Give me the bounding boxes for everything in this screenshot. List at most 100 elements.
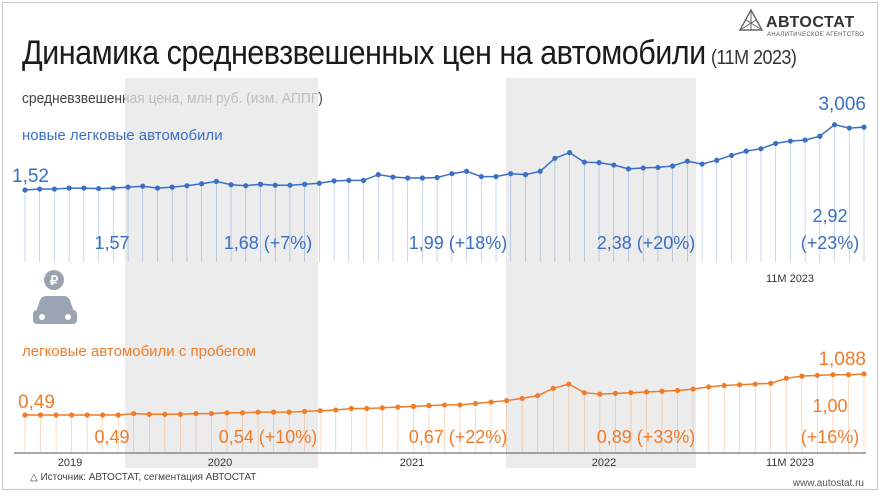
x-tick-label: 2019 bbox=[58, 457, 82, 469]
new-cars-point bbox=[331, 178, 337, 184]
new-cars-annual-change: (+23%) bbox=[801, 233, 860, 253]
new-cars-point bbox=[478, 173, 484, 180]
used-cars-point bbox=[364, 405, 370, 412]
used-cars-point bbox=[177, 411, 183, 417]
used-cars-end-label: 1,088 bbox=[818, 349, 866, 370]
used-cars-point bbox=[410, 403, 417, 409]
new-cars-point bbox=[419, 175, 426, 181]
used-cars-point bbox=[224, 410, 230, 416]
used-cars-point bbox=[37, 412, 44, 418]
site-url: www.autostat.ru bbox=[792, 478, 864, 489]
used-cars-point bbox=[255, 409, 261, 415]
used-cars-point bbox=[22, 412, 28, 418]
new-cars-line bbox=[24, 123, 865, 191]
used-cars-point bbox=[100, 412, 106, 418]
used-cars-point bbox=[441, 402, 448, 408]
new-cars-point bbox=[287, 182, 293, 188]
used-cars-point bbox=[519, 395, 525, 402]
used-cars-annual-label: 0,54 (+10%) bbox=[219, 427, 318, 447]
x-tick-label: 2022 bbox=[592, 457, 616, 469]
used-cars-point bbox=[861, 371, 867, 377]
used-cars-point bbox=[737, 382, 743, 388]
used-cars-point bbox=[302, 408, 308, 414]
new-cars-annual-label: 2,38 (+20%) bbox=[597, 233, 696, 253]
used-cars-point bbox=[706, 384, 712, 390]
used-cars-point bbox=[193, 410, 199, 417]
new-cars-point bbox=[125, 184, 131, 190]
used-cars-annual-change: (+16%) bbox=[801, 427, 860, 447]
new-cars-point bbox=[831, 122, 838, 128]
new-cars-point bbox=[66, 185, 72, 191]
new-cars-point bbox=[493, 173, 499, 180]
new-cars-point bbox=[81, 185, 87, 191]
new-cars-point bbox=[37, 186, 43, 192]
used-cars-point bbox=[612, 390, 619, 396]
new-cars-point bbox=[405, 175, 411, 181]
new-cars-point bbox=[699, 161, 705, 167]
new-cars-point bbox=[346, 177, 352, 183]
used-cars-point bbox=[643, 389, 650, 395]
used-cars-point bbox=[783, 375, 789, 381]
used-cars-annual-value: 1,00 bbox=[812, 396, 847, 416]
used-cars-point bbox=[752, 381, 758, 387]
used-cars-point bbox=[84, 412, 90, 418]
used-cars-point bbox=[208, 410, 215, 417]
used-cars-point bbox=[721, 382, 727, 389]
new-cars-start-label: 1,52 bbox=[12, 166, 49, 187]
new-cars-point bbox=[758, 146, 764, 152]
new-cars-point bbox=[670, 163, 676, 169]
new-cars-point bbox=[567, 149, 573, 156]
used-cars-point bbox=[270, 409, 277, 415]
new-cars-point bbox=[625, 166, 632, 172]
used-cars-annual-label: 0,67 (+22%) bbox=[409, 427, 508, 447]
used-cars-point bbox=[131, 410, 137, 417]
used-cars-point bbox=[457, 402, 463, 408]
new-cars-point bbox=[22, 187, 28, 193]
x-tick-label: 11М 2023 bbox=[766, 457, 814, 469]
new-cars-point bbox=[802, 137, 808, 143]
used-car-ruble-icon: ₽ bbox=[33, 270, 77, 324]
new-cars-point bbox=[537, 168, 543, 174]
title-period: (11М 2023) bbox=[711, 47, 797, 69]
new-cars-point bbox=[302, 181, 308, 187]
used-cars-point bbox=[659, 388, 665, 394]
used-cars-point bbox=[845, 372, 852, 378]
new-cars-point bbox=[140, 183, 146, 189]
year-band-2022 bbox=[506, 78, 696, 468]
new-cars-point bbox=[522, 172, 529, 178]
used-cars-point bbox=[504, 398, 510, 404]
new-cars-point bbox=[272, 182, 278, 188]
new-cars-point bbox=[552, 155, 558, 161]
used-cars-point bbox=[690, 386, 696, 392]
new-cars-point bbox=[861, 124, 867, 130]
used-cars-point bbox=[799, 373, 805, 379]
logo-brand: АВТОСТАТ bbox=[766, 14, 855, 31]
used-cars-point bbox=[597, 391, 603, 397]
title-main: Динамика средневзвешенных цен на автомоб… bbox=[22, 34, 706, 72]
slide-frame bbox=[2, 2, 878, 490]
new-cars-point bbox=[655, 164, 661, 171]
used-cars-point bbox=[472, 400, 479, 407]
year-band-2020 bbox=[125, 78, 318, 468]
new-cars-point bbox=[773, 140, 779, 147]
used-cars-point bbox=[317, 408, 323, 414]
used-cars-point bbox=[628, 390, 634, 396]
used-cars-point bbox=[581, 390, 587, 396]
new-cars-point bbox=[611, 162, 617, 168]
used-cars-point bbox=[286, 409, 292, 415]
new-cars-annual-label: 1,68 (+7%) bbox=[224, 233, 313, 253]
source-text: Источник: АВТОСТАТ, сегментация АВТОСТАТ bbox=[40, 472, 257, 483]
used-cars-point bbox=[239, 410, 246, 416]
used-cars-annual-label: 0,49 bbox=[94, 427, 129, 447]
new-cars-point bbox=[714, 157, 720, 163]
new-cars-point bbox=[684, 158, 690, 164]
logo-tagline: АНАЛИТИЧЕСКОЕ АГЕНТСТВО bbox=[767, 32, 865, 38]
used-cars-point bbox=[830, 372, 836, 378]
used-cars-point bbox=[674, 387, 681, 394]
used-cars-series-label: легковые автомобили с пробегом bbox=[22, 343, 256, 360]
new-cars-point bbox=[434, 174, 440, 181]
new-cars-end-label: 3,006 bbox=[818, 94, 866, 115]
new-cars-point bbox=[581, 159, 587, 165]
new-cars-series-label: новые легковые автомобили bbox=[22, 127, 223, 144]
